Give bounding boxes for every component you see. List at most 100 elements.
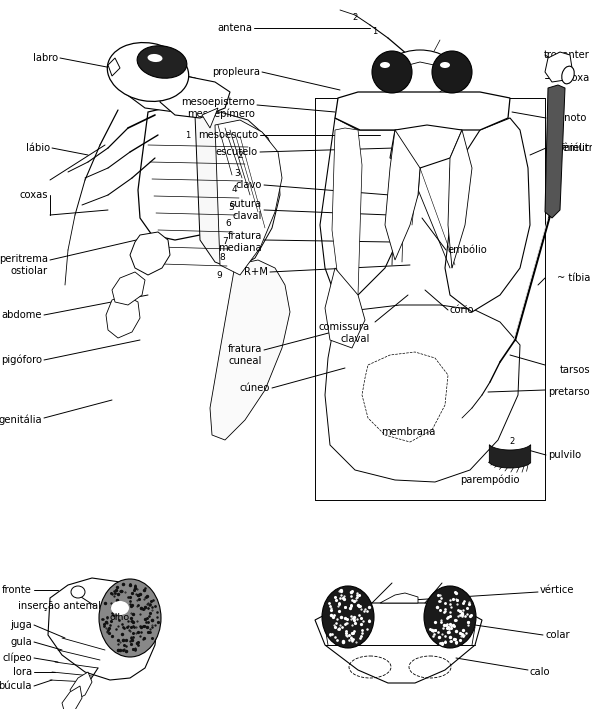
- Text: 6: 6: [225, 220, 231, 228]
- Text: lora: lora: [13, 667, 32, 677]
- Text: sutura
claval: sutura claval: [230, 199, 262, 220]
- Polygon shape: [332, 128, 362, 295]
- Polygon shape: [130, 232, 170, 275]
- Text: escutelo: escutelo: [216, 147, 258, 157]
- Text: trocanter: trocanter: [544, 50, 590, 60]
- Text: R+M: R+M: [244, 267, 268, 277]
- Text: propleura: propleura: [212, 67, 260, 77]
- Ellipse shape: [99, 579, 161, 657]
- Text: pretarso: pretarso: [548, 387, 590, 397]
- Text: hemiélitro: hemiélitro: [548, 143, 592, 153]
- Text: fêmur: fêmur: [560, 143, 590, 153]
- Polygon shape: [315, 603, 482, 683]
- Text: labro: labro: [33, 53, 58, 63]
- Ellipse shape: [137, 46, 187, 78]
- Polygon shape: [335, 92, 510, 130]
- Ellipse shape: [440, 62, 450, 68]
- Polygon shape: [202, 108, 218, 128]
- Text: 3: 3: [234, 169, 240, 177]
- Polygon shape: [448, 130, 472, 268]
- Text: pronoto: pronoto: [548, 113, 586, 123]
- Text: fronte: fronte: [2, 585, 32, 595]
- Text: 9: 9: [216, 271, 222, 279]
- Text: olho: olho: [110, 613, 130, 623]
- Text: clavo: clavo: [236, 180, 262, 190]
- Polygon shape: [320, 118, 420, 295]
- Text: coxa: coxa: [567, 73, 590, 83]
- Text: 5: 5: [228, 203, 234, 211]
- Text: 2: 2: [509, 437, 514, 447]
- Text: fratura
cuneal: fratura cuneal: [228, 344, 262, 366]
- Text: parempódio: parempódio: [460, 475, 520, 485]
- Text: peritrema
ostiolar: peritrema ostiolar: [0, 255, 48, 276]
- Polygon shape: [48, 578, 158, 680]
- Text: colar: colar: [545, 630, 570, 640]
- Text: 2: 2: [352, 13, 358, 23]
- Text: mesoepisterno
mesoepímero: mesoepisterno mesoepímero: [181, 97, 255, 119]
- Text: tarsos: tarsos: [559, 365, 590, 375]
- Polygon shape: [445, 118, 530, 312]
- Polygon shape: [210, 260, 290, 440]
- Polygon shape: [395, 62, 450, 98]
- Ellipse shape: [71, 586, 85, 598]
- Text: inserção antenal: inserção antenal: [18, 601, 101, 611]
- Text: pigóforo: pigóforo: [1, 354, 42, 365]
- Ellipse shape: [562, 66, 574, 84]
- Polygon shape: [118, 72, 210, 112]
- Ellipse shape: [372, 51, 412, 93]
- Text: cúneo: cúneo: [240, 383, 270, 393]
- Polygon shape: [112, 272, 145, 305]
- Polygon shape: [545, 52, 572, 82]
- Text: antena: antena: [217, 23, 252, 33]
- Text: lábio: lábio: [26, 143, 50, 153]
- Polygon shape: [215, 120, 282, 275]
- Text: fratura
mediana: fratura mediana: [218, 231, 262, 253]
- Text: mesoescuto: mesoescuto: [198, 130, 258, 140]
- Polygon shape: [325, 268, 365, 348]
- Polygon shape: [106, 295, 140, 338]
- Text: clípeo: clípeo: [2, 653, 32, 663]
- Polygon shape: [490, 445, 530, 468]
- Polygon shape: [160, 72, 230, 118]
- Ellipse shape: [432, 51, 472, 93]
- Text: genitália: genitália: [0, 415, 42, 425]
- Text: vértice: vértice: [540, 585, 574, 595]
- Ellipse shape: [380, 62, 390, 68]
- Text: 4: 4: [231, 186, 237, 194]
- Polygon shape: [108, 58, 120, 76]
- Polygon shape: [545, 85, 565, 218]
- Text: pulvilo: pulvilo: [548, 450, 581, 460]
- Text: 8: 8: [219, 254, 225, 262]
- Text: 3: 3: [424, 135, 430, 145]
- Text: coxas: coxas: [20, 190, 48, 200]
- Ellipse shape: [322, 586, 374, 648]
- Text: abdome: abdome: [2, 310, 42, 320]
- Text: ~ tíbia: ~ tíbia: [556, 273, 590, 283]
- Polygon shape: [62, 686, 82, 709]
- Ellipse shape: [147, 54, 162, 62]
- Text: 2: 2: [237, 152, 243, 160]
- Text: 1: 1: [185, 130, 191, 140]
- Polygon shape: [138, 108, 250, 240]
- Ellipse shape: [111, 601, 129, 615]
- Text: juga: juga: [10, 620, 32, 630]
- Polygon shape: [380, 593, 418, 603]
- Ellipse shape: [424, 586, 476, 648]
- Text: calo: calo: [530, 667, 551, 677]
- Text: 1: 1: [372, 28, 378, 36]
- Text: cório: cório: [450, 305, 475, 315]
- Text: 7: 7: [222, 237, 228, 245]
- Text: membrana: membrana: [381, 427, 435, 437]
- Polygon shape: [385, 130, 420, 260]
- Ellipse shape: [107, 43, 189, 101]
- Text: búcula: búcula: [0, 681, 32, 691]
- Polygon shape: [390, 125, 462, 168]
- Polygon shape: [195, 112, 280, 270]
- Text: comissura
claval: comissura claval: [319, 322, 370, 344]
- Ellipse shape: [382, 50, 458, 100]
- Text: gula: gula: [10, 637, 32, 647]
- Polygon shape: [70, 672, 92, 700]
- Text: 4: 4: [424, 150, 430, 160]
- Polygon shape: [325, 305, 520, 482]
- Text: embólio: embólio: [448, 245, 488, 255]
